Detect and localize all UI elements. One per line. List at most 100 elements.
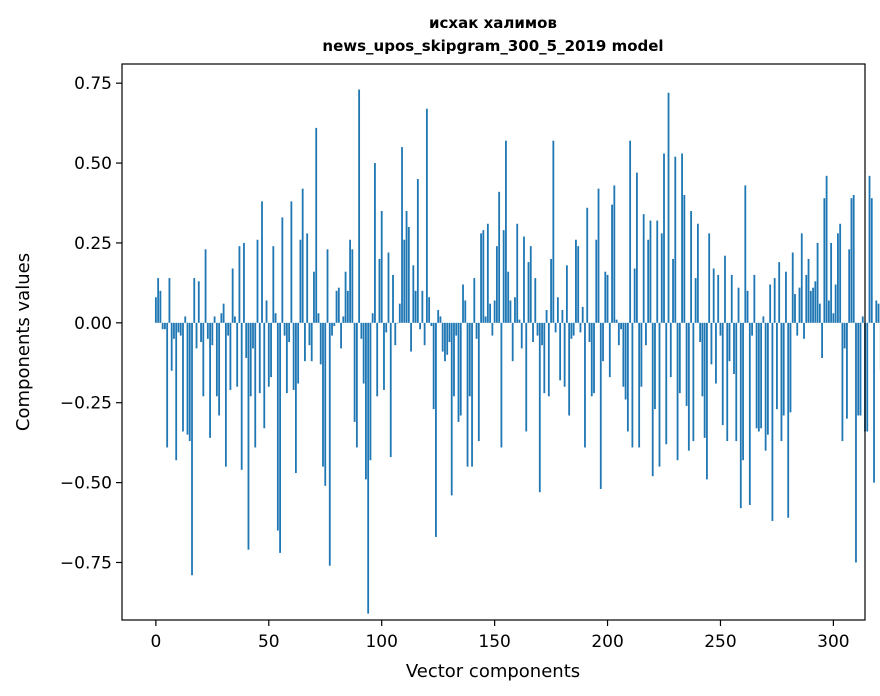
bar-209 (626, 322, 629, 432)
bar-105 (392, 274, 394, 323)
bar-242 (701, 322, 704, 397)
x-tick-label-2: 100 (365, 632, 397, 652)
bar-155 (505, 140, 507, 323)
bar-298 (827, 300, 830, 323)
bar-145 (482, 230, 485, 323)
bar-221 (654, 322, 656, 410)
bar-200 (606, 274, 609, 323)
bar-191 (586, 207, 589, 323)
bar-45 (256, 239, 259, 323)
bar-29 (220, 313, 223, 323)
bar-40 (245, 322, 248, 358)
bar-129 (446, 322, 449, 355)
bar-81 (337, 287, 340, 323)
bar-79 (333, 322, 336, 327)
bar-294 (818, 303, 821, 323)
bar-241 (699, 322, 702, 342)
plot-frame (121, 63, 866, 621)
bar-41 (247, 322, 250, 550)
bar-193 (590, 322, 593, 397)
bar-52 (272, 246, 275, 323)
bar-162 (520, 322, 523, 349)
bar-37 (238, 246, 241, 323)
bar-170 (538, 322, 541, 493)
bar-49 (265, 300, 268, 323)
bar-280 (787, 322, 790, 518)
bar-266 (755, 322, 758, 429)
bar-139 (468, 322, 471, 397)
bar-189 (581, 306, 584, 323)
bar-201 (608, 322, 611, 378)
bar-46 (258, 322, 261, 394)
y-axis-ticks: −0.75 −0.50 −0.25 0.00 0.25 0.50 0.75 (60, 74, 122, 573)
bar-109 (401, 147, 403, 323)
bar-90 (358, 89, 361, 323)
bar-259 (739, 322, 742, 509)
x-tick-label-6: 300 (817, 632, 849, 652)
bar-26 (213, 316, 216, 323)
bar-256 (733, 322, 735, 374)
bar-123 (432, 322, 435, 410)
bar-271 (766, 322, 769, 435)
bar-205 (617, 322, 620, 346)
bar-284 (796, 322, 799, 336)
bar-238 (692, 322, 695, 442)
bar-63 (297, 322, 300, 384)
bar-30 (222, 303, 225, 323)
bar-258 (737, 287, 740, 323)
bar-187 (577, 246, 580, 323)
bar-74 (322, 322, 324, 467)
bar-244 (706, 322, 708, 480)
bar-175 (550, 258, 552, 323)
bar-76 (326, 249, 329, 323)
bar-176 (552, 140, 555, 323)
bar-174 (547, 322, 550, 397)
bar-233 (681, 153, 683, 323)
bar-167 (532, 322, 534, 342)
bar-230 (674, 156, 677, 323)
bar-106 (394, 322, 397, 346)
bar-137 (464, 300, 467, 323)
bar-15 (188, 322, 191, 442)
bar-103 (387, 252, 390, 323)
y-tick-label-6: 0.75 (74, 74, 112, 94)
bar-300 (832, 313, 835, 323)
bar-89 (355, 322, 358, 448)
bar-318 (873, 322, 875, 483)
bar-69 (310, 322, 313, 362)
bar-196 (597, 188, 600, 323)
bar-141 (473, 278, 476, 323)
bar-278 (782, 322, 785, 416)
bar-168 (534, 278, 537, 323)
bar-99 (378, 258, 381, 323)
bar-82 (340, 322, 342, 349)
bar-78 (331, 322, 333, 336)
bar-31 (224, 322, 227, 467)
bar-86 (349, 239, 351, 323)
bar-253 (726, 322, 729, 442)
bar-101 (383, 322, 385, 390)
bar-3 (161, 322, 164, 330)
bar-202 (611, 204, 613, 323)
bar-188 (579, 322, 582, 333)
bar-252 (724, 255, 726, 323)
bars-group (154, 89, 880, 614)
bar-144 (480, 233, 482, 323)
bar-130 (448, 322, 451, 342)
bar-226 (665, 322, 668, 445)
bar-225 (663, 153, 665, 323)
bar-320 (877, 303, 880, 323)
bar-317 (870, 198, 873, 323)
y-axis-label: Components values (13, 253, 34, 431)
bar-142 (475, 322, 478, 339)
bar-190 (584, 322, 586, 448)
bar-247 (712, 268, 715, 323)
bar-27 (215, 322, 218, 397)
bar-194 (593, 322, 595, 394)
bar-213 (636, 172, 638, 323)
bar-118 (421, 290, 424, 323)
bar-104 (389, 322, 392, 458)
bar-23 (206, 322, 209, 339)
bar-113 (410, 322, 412, 352)
bar-124 (435, 322, 437, 537)
